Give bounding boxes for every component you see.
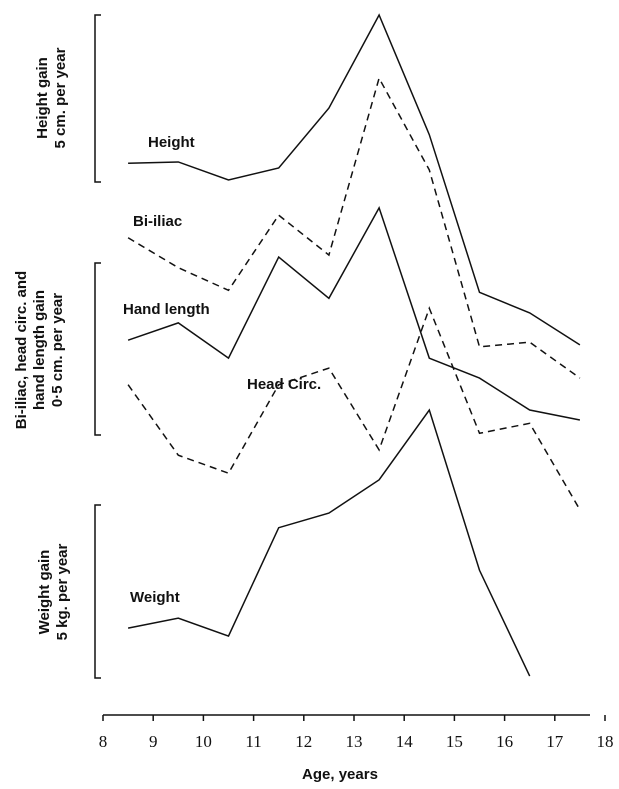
- scale-label: 5 kg. per year: [54, 543, 71, 640]
- series-label: Height: [148, 134, 195, 151]
- series-line: [127, 76, 581, 379]
- x-tick-label: 9: [149, 732, 158, 751]
- scale-label: Bi-iliac, head circ. and: [13, 271, 30, 429]
- x-tick-label: 13: [346, 732, 363, 751]
- x-tick-label: 10: [195, 732, 212, 751]
- x-tick-label: 15: [446, 732, 463, 751]
- scale-bar: [94, 504, 101, 679]
- scale-label: Weight gain: [36, 550, 53, 635]
- series-label: Bi-iliac: [133, 213, 182, 230]
- series-label: Weight: [130, 589, 180, 606]
- series-line: [128, 13, 581, 346]
- scale-label: 0·5 cm. per year: [49, 293, 66, 407]
- scale-label: hand length gain: [31, 290, 48, 410]
- series-line: [127, 408, 531, 677]
- x-tick-label: 16: [496, 732, 513, 751]
- x-tick-label: 14: [396, 732, 414, 751]
- x-tick-label: 11: [245, 732, 261, 751]
- scale-bar: [94, 14, 101, 183]
- scale-bar: [94, 262, 101, 436]
- x-tick-label: 18: [597, 732, 614, 751]
- series-line: [127, 306, 581, 511]
- scale-label: 5 cm. per year: [52, 47, 69, 148]
- series-label: Hand length: [123, 301, 210, 318]
- scale-label: Height gain: [34, 57, 51, 139]
- series-label: Head Circ.: [247, 376, 321, 393]
- x-axis-label: Age, years: [302, 766, 378, 783]
- x-tick-label: 12: [295, 732, 312, 751]
- series-line: [127, 205, 581, 421]
- x-tick-label: 8: [99, 732, 108, 751]
- x-tick-label: 17: [546, 732, 564, 751]
